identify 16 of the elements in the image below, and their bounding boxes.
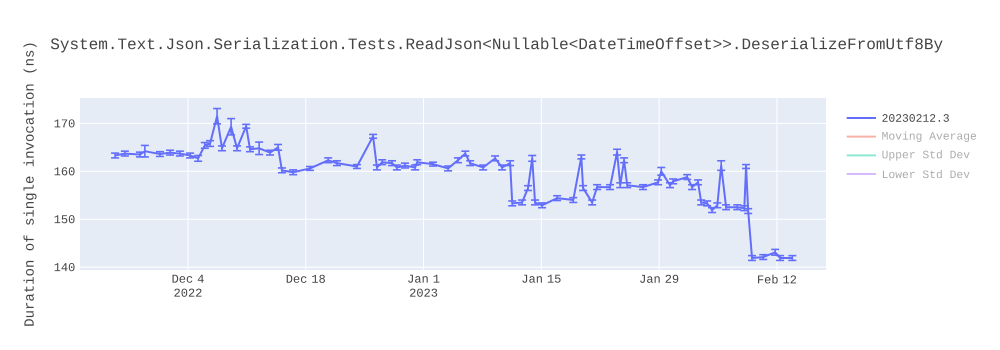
x-tick-label: Jan 1 2023 [408, 274, 440, 297]
x-tick-label: Jan 15 [522, 274, 561, 283]
y-tick-label: 170 [54, 119, 75, 128]
y-tick-label: 160 [54, 167, 75, 176]
legend-label: Moving Average [882, 131, 976, 142]
y-tick-label: 140 [54, 263, 75, 272]
legend-label: Lower Std Dev [882, 170, 970, 178]
y-tick-label: 150 [54, 215, 75, 224]
legend-label: Upper Std Dev [882, 150, 970, 161]
x-tick-label: Dec 18 [286, 274, 325, 283]
chart-title: System.Text.Json.Serialization.Tests.ReadJson<Nullable<DateTimeOffset>>.DeserializeFromUtf8By [50, 38, 943, 52]
x-tick-label: Feb 12 [758, 274, 796, 284]
x-tick-label: Dec 4 2022 [172, 274, 204, 297]
y-axis-title: Duration of single invocation (ns) [23, 44, 37, 326]
x-tick-label: Jan 29 [640, 274, 678, 283]
legend-label: 20230212.3 [882, 114, 949, 122]
